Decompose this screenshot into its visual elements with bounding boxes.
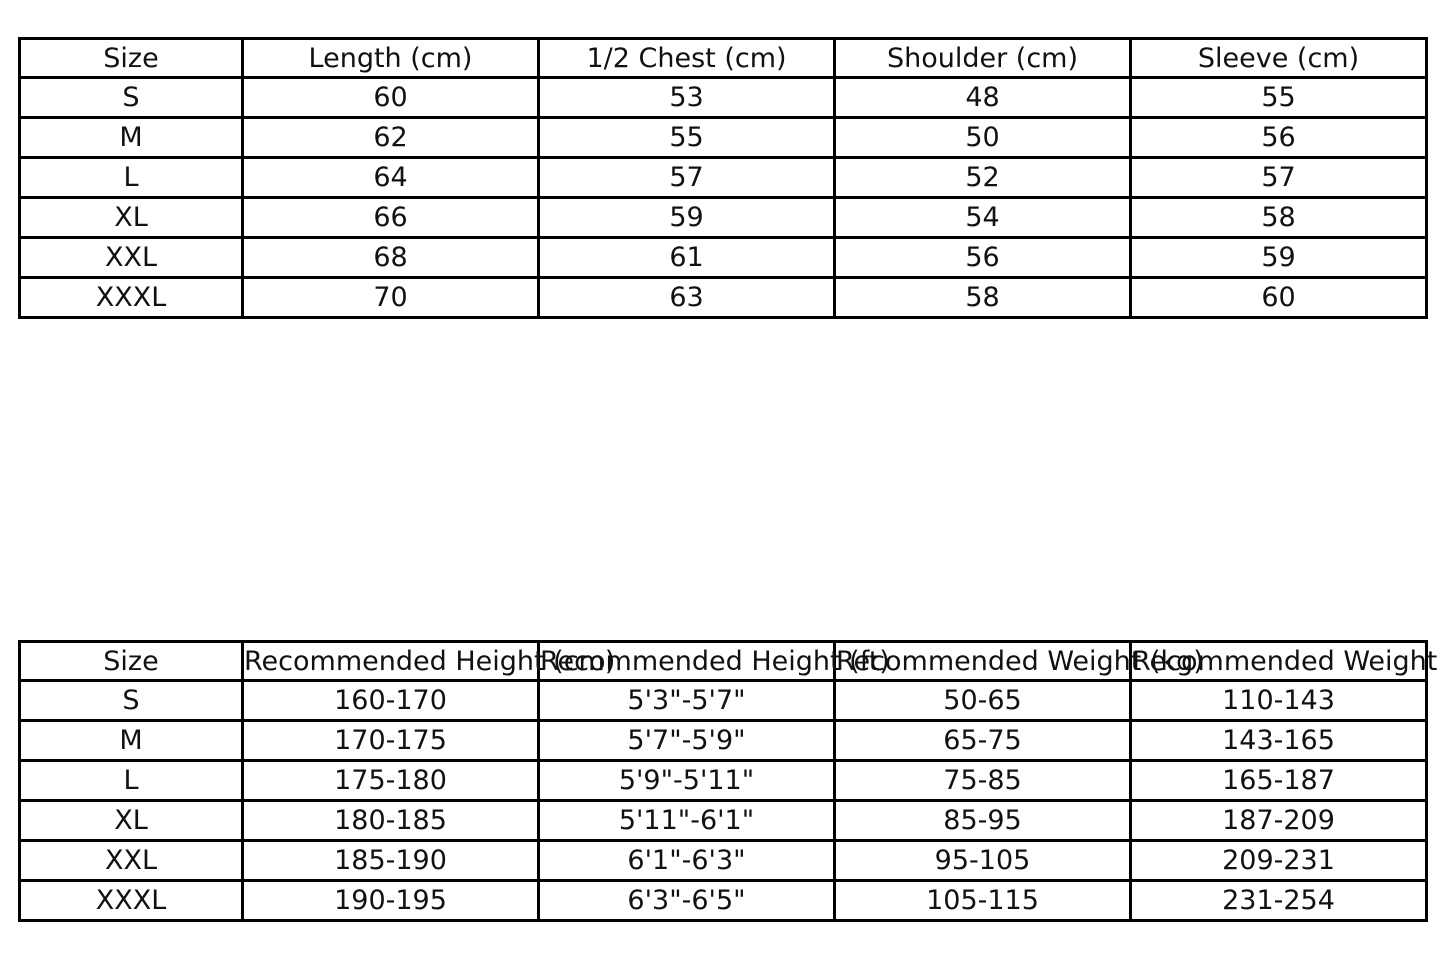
measurement-cell: 55 — [1129, 76, 1428, 119]
size-cell: XXL — [18, 236, 244, 279]
measurement-cell: 59 — [537, 196, 836, 239]
range-cell: 231-254 — [1129, 879, 1428, 922]
column-header-size: Size — [18, 640, 244, 682]
size-cell: L — [18, 156, 244, 199]
column-header-height-cm: Recommended Height (cm) — [241, 640, 615, 682]
size-cell: L — [18, 759, 244, 802]
table-header-row: Size Recommended Height (cm) Recommended… — [18, 640, 1445, 682]
range-cell: 143-165 — [1129, 719, 1428, 762]
table-row: XXXL 190-195 6'3"-6'5" 105-115 231-254 — [18, 879, 1428, 922]
table-row: XXXL 70 63 58 60 — [18, 276, 1428, 319]
table-row: L 64 57 52 57 — [18, 156, 1428, 199]
range-cell: 85-95 — [833, 799, 1132, 842]
range-cell: 5'3"-5'7" — [537, 679, 836, 722]
measurement-cell: 57 — [537, 156, 836, 199]
range-cell: 5'9"-5'11" — [537, 759, 836, 802]
column-header-half-chest: 1/2 Chest (cm) — [537, 37, 836, 79]
table-row: M 62 55 50 56 — [18, 116, 1428, 159]
measurement-cell: 57 — [1129, 156, 1428, 199]
measurement-cell: 48 — [833, 76, 1132, 119]
range-cell: 185-190 — [241, 839, 540, 882]
column-header-shoulder: Shoulder (cm) — [833, 37, 1132, 79]
column-header-sleeve: Sleeve (cm) — [1129, 37, 1428, 79]
range-cell: 175-180 — [241, 759, 540, 802]
table-row: XL 180-185 5'11"-6'1" 85-95 187-209 — [18, 799, 1428, 842]
measurement-cell: 52 — [833, 156, 1132, 199]
size-cell: XL — [18, 799, 244, 842]
measurement-cell: 56 — [833, 236, 1132, 279]
table-row: XXL 185-190 6'1"-6'3" 95-105 209-231 — [18, 839, 1428, 882]
measurement-cell: 56 — [1129, 116, 1428, 159]
size-cell: S — [18, 679, 244, 722]
range-cell: 180-185 — [241, 799, 540, 842]
range-cell: 165-187 — [1129, 759, 1428, 802]
measurement-cell: 53 — [537, 76, 836, 119]
table-row: M 170-175 5'7"-5'9" 65-75 143-165 — [18, 719, 1428, 762]
column-header-size: Size — [18, 37, 244, 79]
size-chart-table: Size Length (cm) 1/2 Chest (cm) Shoulder… — [18, 37, 1428, 319]
range-cell: 75-85 — [833, 759, 1132, 802]
measurement-cell: 50 — [833, 116, 1132, 159]
column-header-weight-lbs: Recommended Weight (lbs) — [1129, 640, 1445, 682]
size-cell: XXXL — [18, 879, 244, 922]
range-cell: 50-65 — [833, 679, 1132, 722]
measurement-cell: 62 — [241, 116, 540, 159]
column-header-weight-kg: Recommended Weight (kg) — [833, 640, 1204, 682]
table-row: L 175-180 5'9"-5'11" 75-85 165-187 — [18, 759, 1428, 802]
fit-chart-table: Size Recommended Height (cm) Recommended… — [18, 640, 1445, 922]
table-header-row: Size Length (cm) 1/2 Chest (cm) Shoulder… — [18, 37, 1428, 79]
range-cell: 95-105 — [833, 839, 1132, 882]
size-cell: XXXL — [18, 276, 244, 319]
measurement-cell: 68 — [241, 236, 540, 279]
measurement-cell: 66 — [241, 196, 540, 239]
range-cell: 190-195 — [241, 879, 540, 922]
measurement-cell: 55 — [537, 116, 836, 159]
size-chart-section: Size Length (cm) 1/2 Chest (cm) Shoulder… — [18, 37, 1428, 319]
range-cell: 5'7"-5'9" — [537, 719, 836, 762]
table-row: S 60 53 48 55 — [18, 76, 1428, 119]
range-cell: 110-143 — [1129, 679, 1428, 722]
measurement-cell: 54 — [833, 196, 1132, 239]
size-cell: M — [18, 116, 244, 159]
measurement-cell: 70 — [241, 276, 540, 319]
column-header-height-ft: Recommended Height (ft) — [537, 640, 890, 682]
range-cell: 6'1"-6'3" — [537, 839, 836, 882]
measurement-cell: 58 — [833, 276, 1132, 319]
range-cell: 187-209 — [1129, 799, 1428, 842]
table-row: XL 66 59 54 58 — [18, 196, 1428, 239]
measurement-cell: 59 — [1129, 236, 1428, 279]
size-cell: XXL — [18, 839, 244, 882]
range-cell: 160-170 — [241, 679, 540, 722]
range-cell: 209-231 — [1129, 839, 1428, 882]
size-cell: M — [18, 719, 244, 762]
size-cell: XL — [18, 196, 244, 239]
measurement-cell: 61 — [537, 236, 836, 279]
column-header-length: Length (cm) — [241, 37, 540, 79]
range-cell: 5'11"-6'1" — [537, 799, 836, 842]
size-cell: S — [18, 76, 244, 119]
measurement-cell: 58 — [1129, 196, 1428, 239]
range-cell: 6'3"-6'5" — [537, 879, 836, 922]
range-cell: 170-175 — [241, 719, 540, 762]
fit-chart-section: Size Recommended Height (cm) Recommended… — [18, 640, 1445, 922]
measurement-cell: 60 — [1129, 276, 1428, 319]
measurement-cell: 63 — [537, 276, 836, 319]
range-cell: 65-75 — [833, 719, 1132, 762]
table-row: S 160-170 5'3"-5'7" 50-65 110-143 — [18, 679, 1428, 722]
measurement-cell: 60 — [241, 76, 540, 119]
measurement-cell: 64 — [241, 156, 540, 199]
table-row: XXL 68 61 56 59 — [18, 236, 1428, 279]
range-cell: 105-115 — [833, 879, 1132, 922]
